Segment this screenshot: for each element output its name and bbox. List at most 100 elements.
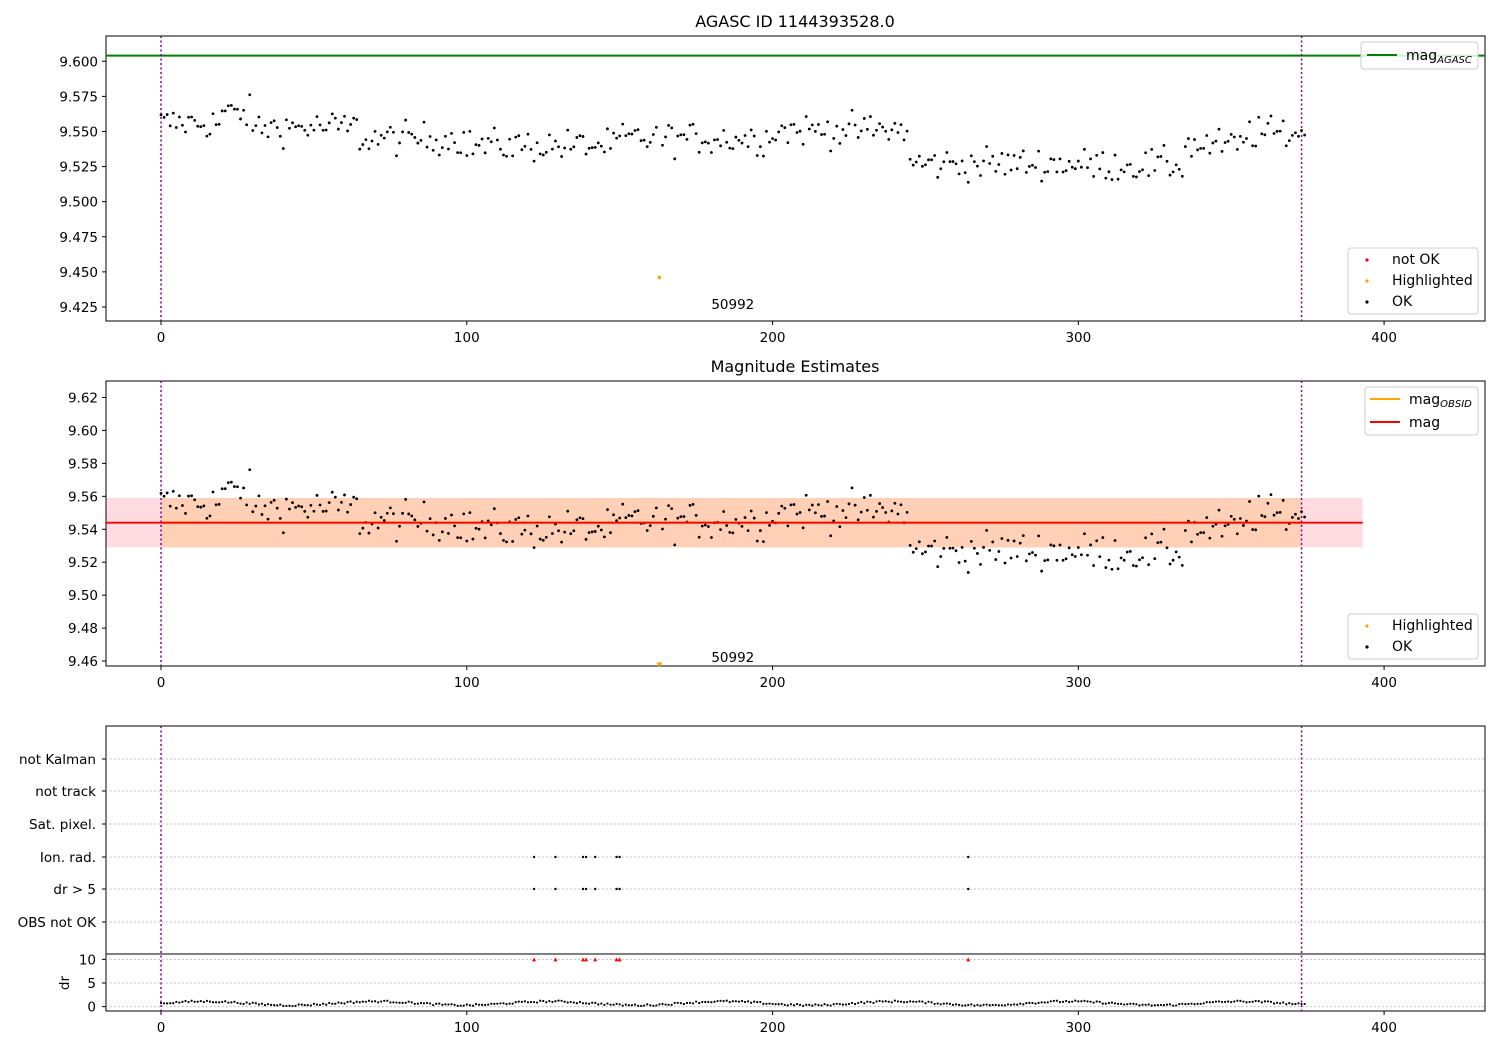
ok-point [560, 155, 563, 158]
dr-point [373, 1000, 377, 1003]
dr-point [1150, 1004, 1153, 1007]
dr-point [808, 1003, 811, 1006]
ok-point [1248, 500, 1251, 503]
ok-point [636, 128, 640, 132]
dr-point [1159, 1003, 1162, 1007]
ok-point [865, 508, 869, 512]
dr-point [1285, 1003, 1288, 1006]
dr-point [260, 1002, 264, 1005]
ok-point [1076, 159, 1080, 163]
dr-point [1107, 1001, 1111, 1005]
ok-point [930, 544, 933, 548]
ok-point [1190, 154, 1193, 158]
ok-point [651, 133, 655, 136]
dr-point [306, 1004, 309, 1007]
flag-label: dr > 5 [53, 882, 96, 898]
ok-point [1281, 498, 1285, 502]
ok-point [817, 503, 820, 507]
ok-point [312, 128, 316, 132]
ok-point [1254, 528, 1258, 532]
ok-point [706, 525, 710, 528]
ok-point [651, 514, 655, 518]
dr-point [523, 1000, 526, 1003]
ok-point [939, 167, 943, 171]
ok-point [575, 518, 579, 522]
ok-point [1000, 152, 1004, 155]
ok-point [1303, 515, 1306, 519]
ok-point [972, 546, 976, 550]
ok-point [1028, 165, 1031, 168]
ok-point [682, 515, 686, 518]
ok-point [422, 500, 426, 504]
ok-point [954, 549, 958, 553]
ok-point [309, 123, 313, 127]
ok-point [1251, 528, 1255, 531]
ok-point [976, 164, 979, 168]
ok-point [1199, 531, 1203, 534]
ok-point [447, 532, 450, 535]
ok-point [1043, 170, 1047, 174]
dr-point [1074, 999, 1077, 1002]
dr-point [337, 1001, 340, 1004]
ok-point [612, 513, 615, 517]
dr-point [1193, 1003, 1196, 1006]
dr-point [649, 1004, 652, 1007]
dr-point [1303, 1002, 1306, 1006]
ok-point [361, 526, 365, 530]
ok-point [459, 536, 463, 540]
dr-point [291, 1004, 294, 1008]
ok-point [933, 154, 937, 157]
panel3-frame [105, 725, 1486, 1012]
ok-point [330, 490, 334, 494]
ok-point [177, 494, 181, 498]
ok-point [734, 135, 738, 139]
dr-point [1065, 999, 1068, 1003]
ok-point [847, 122, 851, 126]
dr-point [1211, 1001, 1214, 1004]
dr-point [257, 1003, 260, 1006]
dr-point [572, 1001, 575, 1004]
ok-point [1086, 553, 1089, 557]
ok-point [199, 125, 203, 129]
dr-point [954, 1003, 958, 1006]
ok-point [349, 503, 353, 506]
ok-point [401, 511, 404, 515]
dr-point [551, 1000, 554, 1004]
dr-point [1028, 1001, 1031, 1004]
dr-point [263, 1003, 267, 1007]
dr-point [181, 1000, 184, 1003]
dr-point [205, 999, 209, 1002]
ok-point [789, 503, 793, 507]
ok-point [492, 507, 496, 511]
ok-point [1064, 557, 1068, 561]
ok-point [425, 145, 429, 149]
ok-point [893, 501, 897, 505]
ok-point [752, 134, 756, 138]
dr-point [422, 1002, 426, 1005]
flag-marker [554, 887, 557, 891]
ok-point [942, 160, 946, 164]
dr-point [991, 1003, 994, 1007]
dr-point [1071, 1000, 1074, 1003]
ok-point [1006, 153, 1010, 157]
ok-point [630, 132, 634, 136]
ok-point [1199, 146, 1203, 150]
ok-point [820, 514, 823, 518]
ok-point [266, 517, 270, 521]
flag-marker [594, 855, 597, 859]
ok-point [184, 511, 187, 515]
ok-point [1284, 144, 1288, 148]
dr-point [1245, 1001, 1248, 1004]
ok-point [242, 108, 245, 112]
dr-point [178, 1001, 181, 1004]
ok-point [1000, 537, 1004, 540]
dr-point [835, 1002, 838, 1005]
dr-point [490, 1002, 493, 1005]
ok-point [728, 146, 732, 150]
ok-point [162, 115, 166, 119]
dr-point [193, 1000, 196, 1003]
ok-point [266, 135, 270, 139]
ok-point [236, 107, 239, 111]
ok-point [664, 517, 667, 521]
